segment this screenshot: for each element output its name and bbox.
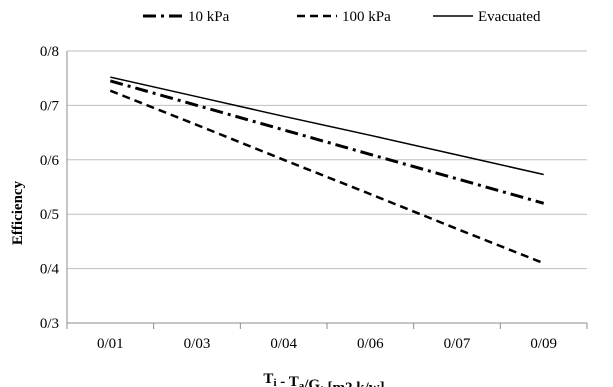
x-axis-title-part: [m2.k/w] [324, 380, 385, 387]
x-tick-label: 0/06 [357, 336, 384, 352]
x-tick-label: 0/03 [184, 336, 211, 352]
legend-label: 100 kPa [342, 9, 391, 25]
x-tick-labels: 0/01 0/03 0/04 0/06 0/07 0/09 [97, 336, 557, 352]
legend-label: Evacuated [478, 9, 541, 25]
x-tick-label: 0/07 [444, 336, 471, 352]
series-lines [109, 76, 545, 265]
series-line-10-kpa [109, 79, 545, 205]
axes [66, 51, 588, 329]
x-tick-label: 0/01 [97, 336, 124, 352]
x-axis-title-part: - T [277, 374, 299, 387]
legend-label: 10 kPa [188, 9, 230, 25]
y-tick-label: 0/5 [40, 207, 59, 223]
x-tick-label: 0/04 [270, 336, 297, 352]
y-axis-title: Efficiency [10, 180, 26, 245]
x-axis-title-subscript: i [273, 377, 276, 387]
x-axis-title-subscript: a [299, 380, 305, 387]
y-tick-label: 0/6 [40, 153, 60, 169]
legend: 10 kPa 100 kPa Evacuated [143, 9, 541, 25]
series-line-100-kpa [109, 89, 545, 265]
y-tick-label: 0/4 [40, 262, 60, 278]
y-tick-label: 0/8 [40, 44, 59, 60]
y-tick-label: 0/7 [40, 98, 60, 114]
x-axis-title-subscript: t [320, 383, 324, 387]
y-tick-label: 0/3 [40, 316, 59, 332]
gridlines [67, 50, 587, 270]
x-tick-label: 0/09 [530, 336, 557, 352]
y-tick-labels: 0/3 0/4 0/5 0/6 0/7 0/8 [40, 44, 60, 332]
x-axis-title: Ti - Ta/Gt [m2.k/w] [263, 371, 384, 387]
x-axis-title-part: T [263, 371, 273, 387]
x-axis-title-part: /G [303, 377, 320, 387]
series-line-evacuated [110, 76, 544, 176]
